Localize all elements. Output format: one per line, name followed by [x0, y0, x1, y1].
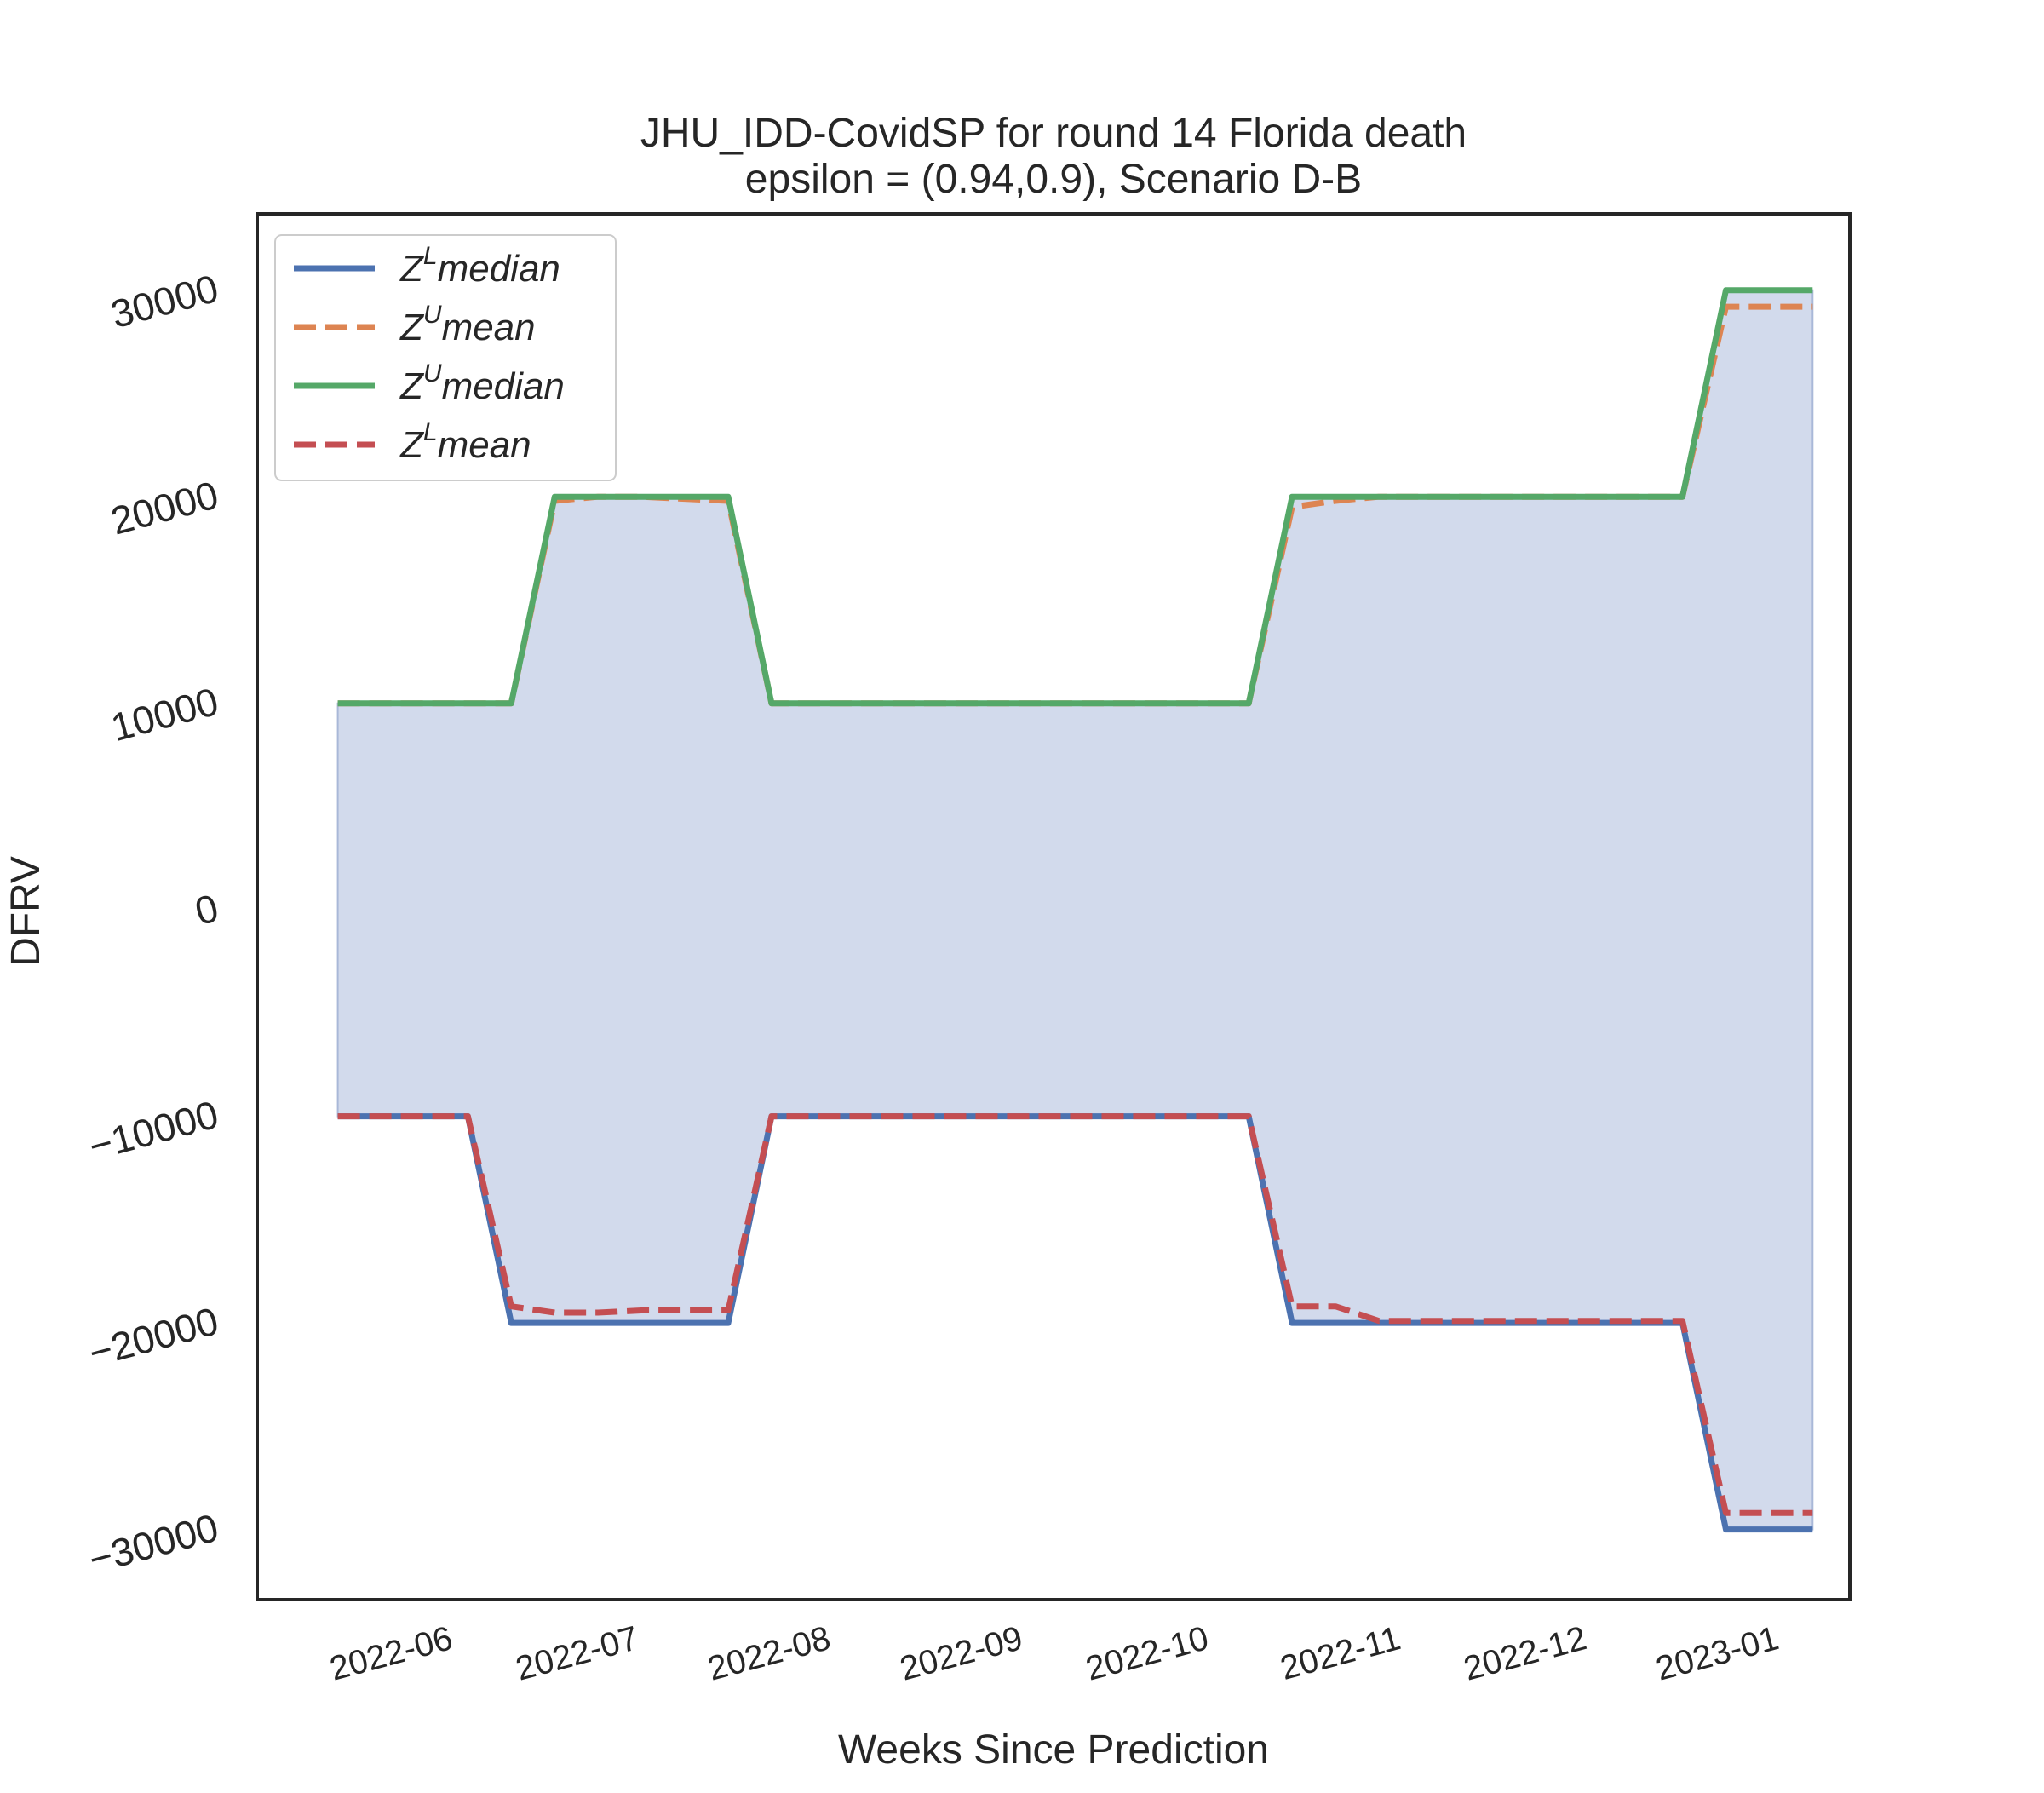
legend-label: ZLmedian [399, 242, 560, 290]
series-3-point [424, 1116, 425, 1117]
legend-box [274, 234, 617, 481]
series-2-point [1162, 703, 1163, 704]
series-3-point [1118, 1116, 1119, 1117]
series-3-point [988, 1116, 989, 1117]
series-3-point [1769, 1513, 1770, 1514]
series-line-3 [337, 1113, 1813, 1516]
series-3-point [337, 1116, 338, 1117]
series-0-point [1335, 1323, 1336, 1324]
series-1-point [1335, 501, 1336, 502]
series-line-2 [337, 287, 1813, 707]
legend: ZLmedian ZUmean ZUmedian ZLmean [274, 234, 617, 481]
legend-label: ZUmedian [399, 359, 565, 407]
series-3-point [1595, 1320, 1596, 1321]
series-0-point [1812, 1529, 1813, 1530]
legend-item: ZLmean [294, 418, 531, 466]
series-2-point [988, 703, 989, 704]
series-0-point [685, 1323, 686, 1324]
series-2-point [814, 703, 815, 704]
series-3-point [381, 1116, 382, 1117]
series-3-point [1205, 1116, 1206, 1117]
series-3-point [944, 1116, 945, 1117]
series-3-point [814, 1116, 815, 1117]
lines-layer [337, 287, 1813, 1533]
series-0-point [1292, 1323, 1293, 1324]
chart-subtitle: epsilon = (0.94,0.9), Scenario D-B [745, 157, 1362, 202]
series-0-point [1725, 1529, 1726, 1530]
y-axis-label: DFRV [3, 856, 49, 967]
series-2-point [901, 703, 902, 704]
series-2 [337, 287, 1813, 707]
legend-item: ZUmedian [294, 359, 565, 407]
legend-items: ZLmedian ZUmean ZUmedian ZLmean [294, 242, 565, 466]
series-3-point [1552, 1320, 1553, 1321]
series-2-point [381, 703, 382, 704]
legend-label: ZLmean [399, 418, 531, 466]
series-2-point [511, 703, 512, 704]
series-2-point [771, 703, 772, 704]
series-3-point [1162, 1116, 1163, 1117]
series-3-point [641, 1310, 642, 1311]
plot-area [256, 212, 1852, 1601]
series-0-point [511, 1323, 512, 1324]
series-0-point [1508, 1323, 1509, 1324]
series-3 [337, 1113, 1813, 1516]
series-3-point [1292, 1306, 1293, 1307]
series-2-point [1205, 703, 1206, 704]
series-2-point [424, 703, 425, 704]
series-3-point [1379, 1320, 1380, 1321]
series-3-point [1682, 1320, 1683, 1321]
series-2-point [1118, 703, 1119, 704]
series-3-point [728, 1310, 729, 1311]
series-3-point [1465, 1320, 1466, 1321]
series-3-point [1508, 1320, 1509, 1321]
series-0-point [641, 1323, 642, 1324]
series-3-point [1075, 1116, 1076, 1117]
legend-item: ZUmean [294, 301, 536, 348]
series-0-point [598, 1323, 599, 1324]
series-3-point [1031, 1116, 1032, 1117]
series-3-point [685, 1310, 686, 1311]
series-0-point [554, 1323, 555, 1324]
series-2-point [944, 703, 945, 704]
series-2-point [1075, 703, 1076, 704]
series-3-point [1421, 1320, 1422, 1321]
series-0-point [728, 1323, 729, 1324]
series-0-point [1769, 1529, 1770, 1530]
series-2-point [337, 703, 338, 704]
series-3-point [1725, 1513, 1726, 1514]
chart-title: JHU_IDD-CovidSP for round 14 Florida dea… [640, 111, 1467, 156]
series-3-point [901, 1116, 902, 1117]
series-3-point [1335, 1306, 1336, 1307]
series-2-point [1031, 703, 1032, 704]
series-3-point [1812, 1513, 1813, 1514]
legend-label: ZUmean [399, 301, 536, 348]
legend-item: ZLmedian [294, 242, 560, 290]
x-axis-label: Weeks Since Prediction [838, 1727, 1269, 1773]
series-3-point [771, 1116, 772, 1117]
series-3-point [511, 1306, 512, 1307]
plot-frame [256, 212, 1852, 1601]
